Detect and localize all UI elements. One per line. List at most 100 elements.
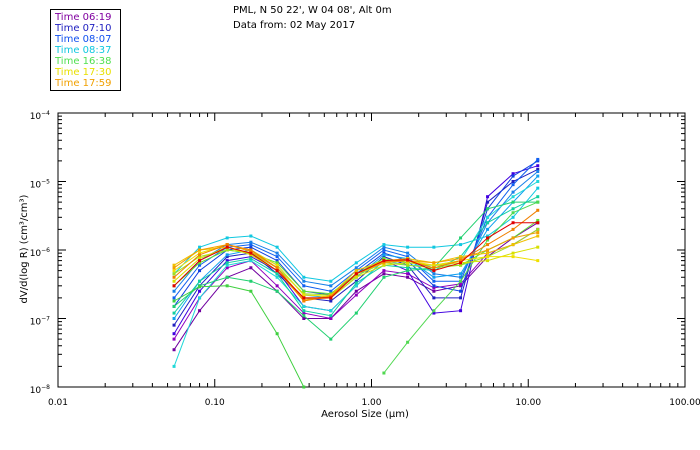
data-point — [511, 221, 515, 225]
data-point — [172, 272, 176, 276]
data-point — [459, 275, 463, 279]
y-tick-label: 10−7 — [30, 316, 50, 328]
data-point — [486, 238, 490, 242]
data-point — [302, 279, 306, 283]
data-point — [275, 245, 279, 249]
data-point — [511, 255, 515, 259]
data-point — [511, 227, 515, 231]
data-point — [249, 250, 253, 254]
data-point — [382, 371, 386, 375]
data-point — [406, 272, 410, 276]
data-point — [486, 259, 490, 263]
data-point — [406, 258, 410, 262]
x-tick-label: 10.00 — [515, 398, 541, 408]
data-point — [172, 304, 176, 308]
data-point — [536, 259, 540, 263]
data-point — [432, 275, 436, 279]
data-point — [432, 266, 436, 270]
data-point — [382, 275, 386, 279]
data-point — [511, 172, 515, 176]
data-point — [354, 275, 358, 279]
legend-item: Time 17:59 — [55, 78, 112, 89]
data-point — [249, 234, 253, 238]
data-point — [354, 289, 358, 293]
data-point — [536, 186, 540, 190]
legend-item: Time 17:30 — [55, 67, 112, 78]
data-point — [382, 255, 386, 259]
x-axis-label: Aerosol Size (μm) — [321, 409, 409, 420]
data-point — [275, 255, 279, 259]
data-point — [536, 169, 540, 173]
data-point — [536, 180, 540, 183]
data-point — [225, 248, 229, 252]
chart-header: PML, N 50 22', W 04 08', Alt 0m Data fro… — [233, 3, 392, 33]
data-point — [329, 284, 333, 288]
data-point — [198, 255, 202, 259]
data-point — [406, 261, 410, 265]
data-point — [198, 289, 202, 293]
data-point — [329, 289, 333, 293]
data-point — [275, 284, 279, 288]
data-point — [275, 269, 279, 273]
legend-item: Time 16:38 — [55, 56, 112, 67]
data-point — [275, 263, 279, 267]
data-point — [275, 289, 279, 293]
data-point — [225, 245, 229, 249]
data-point — [172, 289, 176, 293]
data-point — [406, 275, 410, 279]
data-point — [536, 231, 540, 235]
data-point — [225, 255, 229, 259]
y-tick-label: 10−4 — [30, 110, 50, 122]
data-point — [225, 263, 229, 267]
data-point — [198, 259, 202, 263]
data-point — [329, 279, 333, 283]
data-point — [382, 245, 386, 249]
data-point — [354, 269, 358, 273]
data-point — [486, 234, 490, 238]
data-point — [459, 282, 463, 286]
x-tick-label: 100.00 — [669, 398, 700, 408]
data-point — [486, 255, 490, 259]
data-point — [172, 317, 176, 320]
data-point — [536, 227, 540, 231]
data-point — [275, 275, 279, 279]
data-point — [198, 245, 202, 249]
data-point — [511, 207, 515, 211]
data-point — [302, 317, 306, 320]
data-point — [354, 293, 358, 297]
data-point — [432, 286, 436, 290]
data-point — [249, 251, 253, 255]
data-point — [275, 266, 279, 270]
data-point — [511, 183, 515, 187]
data-point — [302, 314, 306, 318]
data-point — [536, 208, 540, 212]
data-point — [432, 261, 436, 265]
data-point — [354, 272, 358, 276]
data-point — [225, 266, 229, 270]
data-point — [406, 245, 410, 249]
data-point — [486, 221, 490, 225]
data-point — [329, 314, 333, 318]
data-point — [225, 284, 229, 288]
data-point — [511, 236, 515, 240]
data-point — [198, 279, 202, 283]
data-point — [459, 309, 463, 313]
data-point — [406, 255, 410, 259]
data-point — [382, 253, 386, 257]
data-point — [302, 293, 306, 297]
data-point — [172, 348, 176, 352]
data-point — [172, 332, 176, 336]
data-point — [172, 323, 176, 327]
data-point — [354, 311, 358, 315]
data-point — [249, 255, 253, 259]
data-point — [459, 272, 463, 276]
data-point — [275, 259, 279, 263]
data-point — [302, 296, 306, 300]
data-point — [354, 281, 358, 285]
data-point — [172, 269, 176, 273]
data-point — [382, 263, 386, 267]
data-point — [249, 266, 253, 270]
data-point — [225, 236, 229, 240]
data-point — [275, 332, 279, 336]
data-point — [486, 227, 490, 231]
